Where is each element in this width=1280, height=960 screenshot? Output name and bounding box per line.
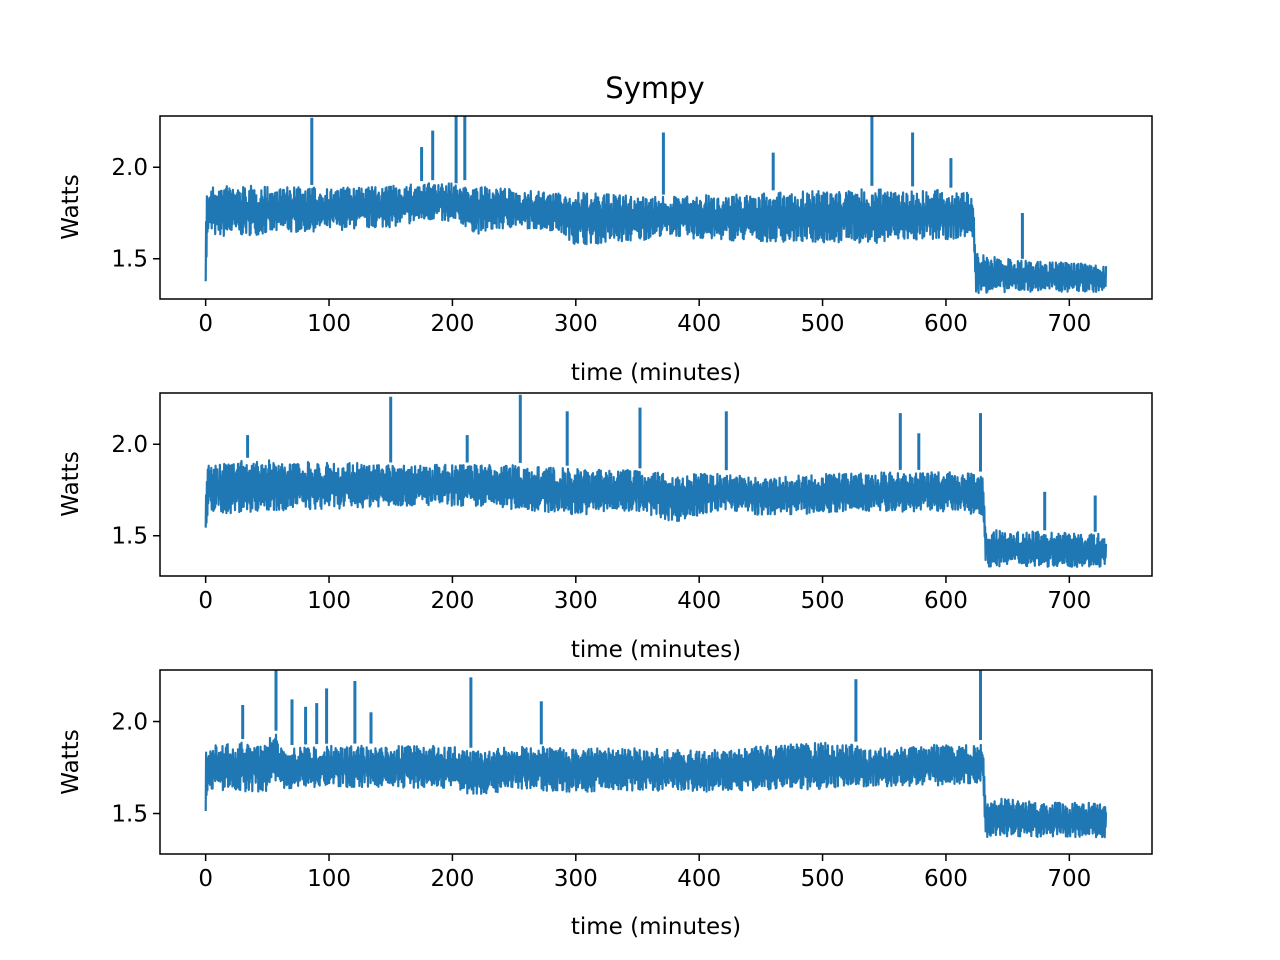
tick-layer: 0 100 200 300 400 500 600 700 1.5 2.0: [111, 155, 1091, 337]
x-axis-label: time (minutes): [571, 637, 741, 663]
x-tick-label: 500: [801, 588, 845, 614]
y-tick-label: 2.0: [111, 155, 148, 181]
y-tick-label: 1.5: [111, 524, 148, 550]
tick-layer: 0 100 200 300 400 500 600 700 1.5 2.0: [111, 432, 1091, 614]
x-tick-label: 600: [924, 311, 968, 337]
subplot-1: 0 100 200 300 400 500 600 700 1.5 2.0 time (minut…: [58, 115, 1153, 386]
axes-frame: [159, 392, 1153, 577]
x-tick-label: 300: [554, 866, 598, 892]
series-layer: [204, 116, 1108, 295]
series-line: [204, 182, 1108, 295]
y-axis-label: Watts: [58, 451, 84, 516]
x-tick-label: 100: [307, 866, 351, 892]
x-tick-label: 400: [677, 866, 721, 892]
series-layer: [204, 394, 1108, 568]
x-tick-label: 0: [198, 866, 213, 892]
y-tick-label: 1.5: [111, 802, 148, 828]
subplot-3: 0 100 200 300 400 500 600 700 1.5 2.0 time (minut…: [58, 669, 1153, 940]
x-tick-label: 600: [924, 588, 968, 614]
x-tick-label: 400: [677, 311, 721, 337]
tick-layer: 0 100 200 300 400 500 600 700 1.5 2.0: [111, 710, 1091, 892]
x-tick-label: 700: [1047, 866, 1091, 892]
x-tick-label: 500: [801, 311, 845, 337]
x-tick-label: 100: [307, 311, 351, 337]
series-line: [204, 733, 1108, 839]
x-axis-label: time (minutes): [571, 360, 741, 386]
x-axis-label: time (minutes): [571, 914, 741, 940]
subplot-2: 0 100 200 300 400 500 600 700 1.5 2.0 time (minut…: [58, 392, 1153, 663]
x-tick-label: 200: [430, 866, 474, 892]
series-line: [204, 459, 1108, 568]
x-tick-label: 300: [554, 588, 598, 614]
x-tick-label: 0: [198, 311, 213, 337]
series-layer: [204, 670, 1108, 839]
x-tick-label: 300: [554, 311, 598, 337]
x-tick-label: 600: [924, 866, 968, 892]
axes-frame: [159, 115, 1153, 300]
x-tick-label: 700: [1047, 588, 1091, 614]
x-tick-label: 700: [1047, 311, 1091, 337]
x-tick-label: 200: [430, 311, 474, 337]
y-tick-label: 2.0: [111, 710, 148, 736]
x-tick-label: 200: [430, 588, 474, 614]
y-axis-label: Watts: [58, 174, 84, 239]
x-tick-label: 500: [801, 866, 845, 892]
chart-title: Sympy: [605, 71, 704, 105]
x-tick-label: 0: [198, 588, 213, 614]
x-tick-label: 100: [307, 588, 351, 614]
y-axis-label: Watts: [58, 729, 84, 794]
y-tick-label: 1.5: [111, 247, 148, 273]
axes-frame: [159, 669, 1153, 855]
y-tick-label: 2.0: [111, 432, 148, 458]
x-tick-label: 400: [677, 588, 721, 614]
